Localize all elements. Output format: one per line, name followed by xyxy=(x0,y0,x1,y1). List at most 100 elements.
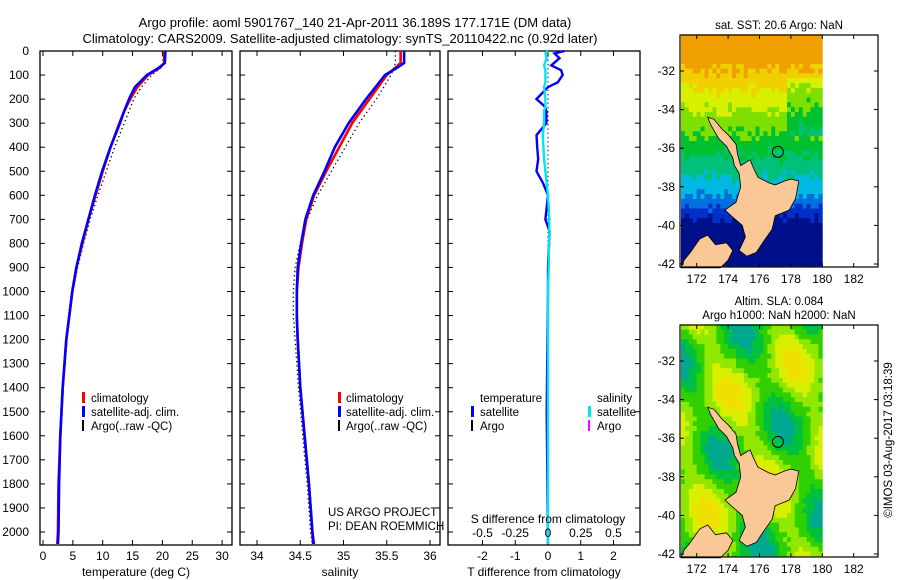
map-cell xyxy=(712,425,717,431)
map-cell xyxy=(771,449,776,456)
map-cell xyxy=(700,420,705,427)
map-cell xyxy=(712,406,717,412)
map-cell xyxy=(696,34,701,40)
map-cell xyxy=(814,256,819,262)
map-cell xyxy=(716,483,721,489)
map-cell xyxy=(818,164,823,170)
map-cell xyxy=(798,246,804,252)
map-cell xyxy=(712,387,717,393)
map-cell xyxy=(755,82,760,88)
map-cell xyxy=(759,536,764,542)
map-cell xyxy=(806,121,811,127)
map-cell xyxy=(681,241,686,248)
map-cell xyxy=(814,353,819,359)
map-cell xyxy=(798,217,804,223)
map-cell xyxy=(716,512,721,518)
map-cell xyxy=(696,488,701,494)
map-cell xyxy=(814,164,819,170)
map-cell xyxy=(790,159,796,166)
map-cell xyxy=(810,241,815,248)
map-cell xyxy=(818,39,823,45)
map-cell xyxy=(783,101,788,108)
map-cell xyxy=(767,116,772,122)
map-cell xyxy=(688,454,694,460)
map-cell xyxy=(712,193,717,199)
map-cell xyxy=(696,87,701,93)
map-cell xyxy=(814,459,819,465)
map-cell xyxy=(700,188,705,194)
map-cell xyxy=(747,63,752,69)
map-cell xyxy=(794,232,800,238)
map-cell xyxy=(759,106,764,112)
map-cell xyxy=(739,87,745,93)
map-cell xyxy=(712,469,717,475)
map-cell xyxy=(794,203,800,209)
map-cell xyxy=(724,53,729,59)
map-cell xyxy=(720,493,725,499)
map-cell xyxy=(779,416,784,422)
map-cell xyxy=(767,469,772,475)
map-cell xyxy=(704,382,709,388)
map-cell xyxy=(716,334,721,340)
map-cell xyxy=(755,39,760,45)
map-cell xyxy=(810,435,815,441)
map-cell xyxy=(814,430,819,436)
map-cell xyxy=(724,48,729,55)
map-cell xyxy=(810,454,815,460)
map-cell xyxy=(759,48,764,55)
map-cell xyxy=(747,87,752,93)
map-cell xyxy=(802,377,807,383)
map-cell xyxy=(794,531,800,538)
map-cell xyxy=(736,183,741,190)
map-cell xyxy=(802,483,807,489)
legend-swatch-t-satellite xyxy=(471,406,474,417)
map-cell xyxy=(704,420,709,427)
map-cell xyxy=(779,130,784,137)
map-cell xyxy=(763,440,768,446)
map-cell xyxy=(779,334,784,340)
map-cell xyxy=(779,58,784,64)
map-cell xyxy=(736,411,741,417)
x-tick-label: 34.5 xyxy=(289,549,313,563)
map-cell xyxy=(728,387,733,393)
map-cell xyxy=(755,377,760,383)
map-cell xyxy=(806,353,811,359)
depth-tick-label: 1800 xyxy=(2,477,29,491)
map-cell xyxy=(814,522,819,528)
map-cell xyxy=(771,58,776,64)
map-cell xyxy=(720,483,725,489)
map-cell xyxy=(802,198,807,204)
map-cell xyxy=(724,193,729,199)
depth-tick-label: 600 xyxy=(9,188,29,202)
map-cell xyxy=(771,256,776,262)
map-cell xyxy=(692,406,698,412)
map-cell xyxy=(751,101,756,108)
map-cell xyxy=(732,241,737,248)
map-cell xyxy=(763,241,768,248)
map-cell xyxy=(751,256,756,262)
map-cell xyxy=(704,217,709,223)
map-cell xyxy=(716,169,721,175)
map-cell xyxy=(720,48,725,55)
map-cell xyxy=(814,420,819,427)
map-cell xyxy=(787,111,792,117)
map-cell xyxy=(779,48,784,55)
map-cell xyxy=(696,338,701,345)
map-cell xyxy=(771,97,776,103)
map-cell xyxy=(798,48,804,55)
map-cell xyxy=(688,87,694,93)
map-cell xyxy=(763,164,768,170)
map-cell xyxy=(790,155,796,161)
map-cell xyxy=(759,130,764,137)
map-cell xyxy=(681,382,686,388)
difference-legend: temperature salinity satellite Argo sate… xyxy=(471,393,636,433)
map-cell xyxy=(787,507,792,513)
map-cell xyxy=(794,72,800,79)
map-cell xyxy=(732,82,737,88)
map-cell xyxy=(747,425,752,431)
map-cell xyxy=(779,343,784,349)
map-cell xyxy=(696,416,701,422)
map-cell xyxy=(806,135,811,141)
map-cell xyxy=(767,338,772,345)
map-cell xyxy=(712,44,717,50)
